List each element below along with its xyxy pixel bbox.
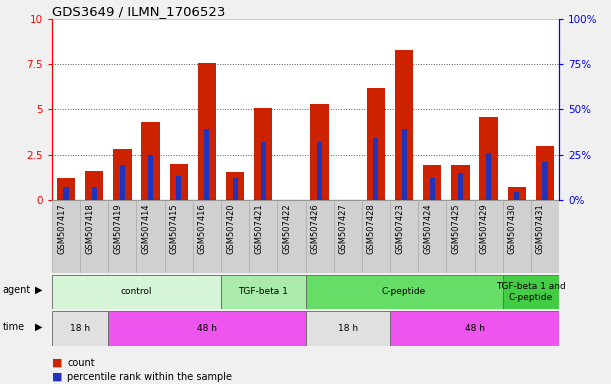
Bar [423,166,441,200]
Bar [64,187,68,200]
Bar [277,200,306,273]
Text: GSM507431: GSM507431 [536,204,545,254]
Bar [401,129,407,200]
Bar [198,63,216,200]
Text: GSM507429: GSM507429 [480,204,489,254]
Bar [452,166,470,200]
Text: GSM507425: GSM507425 [452,204,461,254]
Text: ■: ■ [52,372,62,382]
Bar [480,117,498,200]
Text: GSM507424: GSM507424 [423,204,433,254]
Bar [508,187,526,200]
Text: GSM507423: GSM507423 [395,204,404,254]
Bar [136,200,164,273]
Bar [92,187,97,200]
Text: GSM507414: GSM507414 [142,204,150,254]
Bar [514,192,519,200]
Text: GSM507430: GSM507430 [508,204,517,254]
Bar [249,200,277,273]
Text: GSM507421: GSM507421 [254,204,263,254]
Text: agent: agent [2,285,31,295]
Text: percentile rank within the sample: percentile rank within the sample [67,372,232,382]
Text: GSM507418: GSM507418 [85,204,94,254]
Bar [52,311,108,346]
Bar [486,153,491,200]
Bar [531,200,559,273]
Bar [306,275,503,309]
Text: 18 h: 18 h [338,324,358,333]
Text: GSM507415: GSM507415 [170,204,179,254]
Bar [108,311,306,346]
Text: GSM507419: GSM507419 [114,204,122,254]
Text: 48 h: 48 h [197,324,217,333]
Text: time: time [2,321,24,332]
Bar [306,311,390,346]
Bar [113,149,131,200]
Bar [306,200,334,273]
Text: C-peptide: C-peptide [382,287,426,296]
Text: GSM507417: GSM507417 [57,204,66,254]
Text: GSM507416: GSM507416 [198,204,207,254]
Bar [57,178,75,200]
Text: count: count [67,358,95,368]
Bar [204,129,210,200]
Bar [52,275,221,309]
Text: GSM507420: GSM507420 [226,204,235,254]
Bar [317,142,322,200]
Bar [390,311,559,346]
Bar [310,104,329,200]
Text: ▶: ▶ [35,285,43,295]
Bar [543,162,547,200]
Bar [141,122,159,200]
Text: control: control [121,287,152,296]
Bar [193,200,221,273]
Text: 18 h: 18 h [70,324,90,333]
Text: TGF-beta 1 and
C-peptide: TGF-beta 1 and C-peptide [496,282,566,301]
Bar [85,171,103,200]
Bar [52,200,80,273]
Bar [108,200,136,273]
Bar [120,166,125,200]
Bar [221,200,249,273]
Text: GSM507426: GSM507426 [310,204,320,254]
Text: GSM507428: GSM507428 [367,204,376,254]
Bar [80,200,108,273]
Bar [536,146,554,200]
Bar [395,50,413,200]
Bar [447,200,475,273]
Bar [373,138,378,200]
Bar [475,200,503,273]
Bar [254,108,273,200]
Bar [164,200,193,273]
Bar [390,200,418,273]
Bar [334,200,362,273]
Bar [362,200,390,273]
Bar [226,172,244,200]
Bar [176,176,181,200]
Bar [367,88,385,200]
Bar [261,142,266,200]
Text: GSM507422: GSM507422 [282,204,291,254]
Text: GDS3649 / ILMN_1706523: GDS3649 / ILMN_1706523 [52,5,225,18]
Text: GSM507427: GSM507427 [338,204,348,254]
Text: TGF-beta 1: TGF-beta 1 [238,287,288,296]
Bar [233,178,238,200]
Text: ▶: ▶ [35,321,43,332]
Text: 48 h: 48 h [464,324,485,333]
Bar [503,200,531,273]
Bar [430,178,435,200]
Text: ■: ■ [52,358,62,368]
Bar [458,173,463,200]
Bar [503,275,559,309]
Bar [148,155,153,200]
Bar [221,275,306,309]
Bar [418,200,447,273]
Bar [170,164,188,200]
